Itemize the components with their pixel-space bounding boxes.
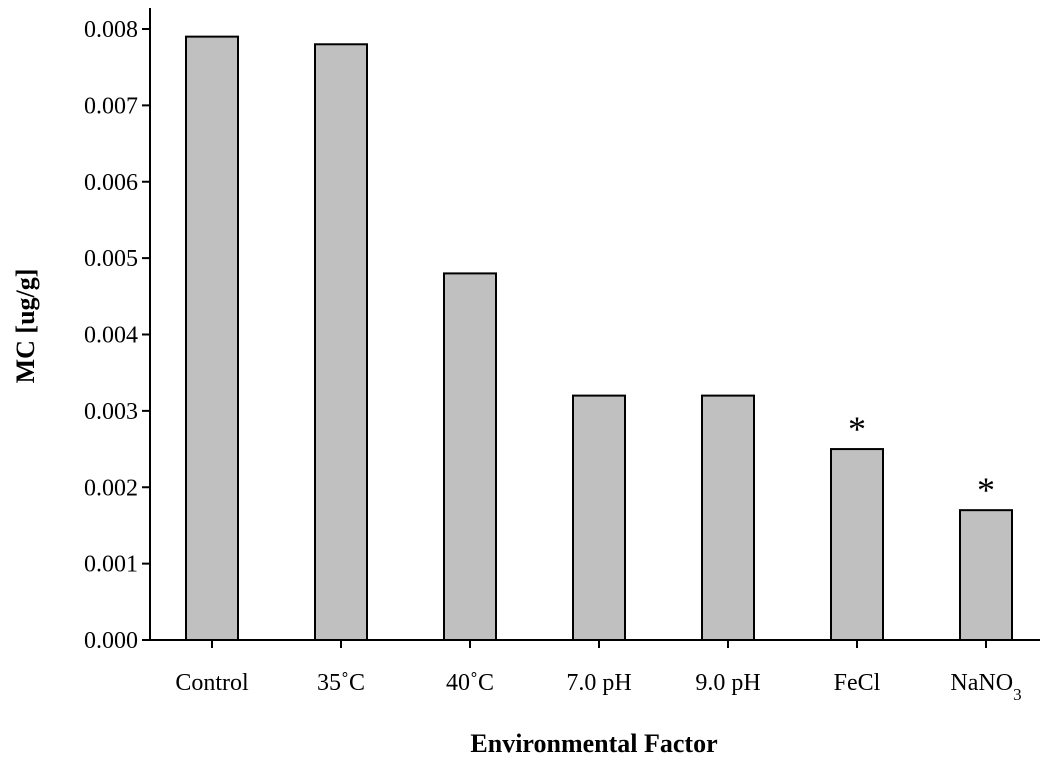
bars bbox=[185, 35, 1013, 641]
y-tick-label: 0.008 bbox=[84, 17, 138, 43]
y-tick-label: 0.005 bbox=[84, 246, 138, 272]
x-category-label: 9.0 pH bbox=[695, 670, 760, 696]
x-axis-category-labels: Control 35˚C 40˚C 7.0 pH 9.0 pH FeCl NaNO3 bbox=[175, 640, 1022, 704]
x-category-label: NaNO3 bbox=[950, 670, 1021, 704]
significance-annotations: ** bbox=[848, 409, 995, 510]
y-tick-label: 0.004 bbox=[84, 323, 138, 349]
x-category-label: FeCl bbox=[834, 670, 881, 696]
x-category-label: Control bbox=[175, 670, 249, 696]
x-category-label: 35˚C bbox=[317, 670, 365, 696]
x-category-label: 40˚C bbox=[446, 670, 494, 696]
x-category-label: 7.0 pH bbox=[566, 670, 631, 696]
bar bbox=[185, 35, 239, 641]
significance-asterisk: * bbox=[848, 409, 866, 449]
bar bbox=[830, 448, 884, 641]
bar bbox=[959, 509, 1013, 641]
bar bbox=[572, 394, 626, 641]
x-axis-title: Environmental Factor bbox=[470, 729, 717, 758]
y-tick-label: 0.002 bbox=[84, 475, 138, 501]
y-axis-ticks: 0.000 0.001 0.002 0.003 0.004 0.005 0.006 0.007… bbox=[84, 17, 150, 654]
bar bbox=[314, 43, 368, 641]
y-tick-label: 0.000 bbox=[84, 628, 138, 654]
significance-asterisk: * bbox=[977, 470, 995, 510]
y-axis-title: MC [ug/g] bbox=[11, 269, 40, 384]
y-tick-label: 0.001 bbox=[84, 552, 138, 578]
y-tick-label: 0.006 bbox=[84, 170, 138, 196]
y-tick-label: 0.003 bbox=[84, 399, 138, 425]
y-tick-label: 0.007 bbox=[84, 93, 138, 119]
bar bbox=[443, 272, 497, 641]
bar bbox=[701, 394, 755, 641]
